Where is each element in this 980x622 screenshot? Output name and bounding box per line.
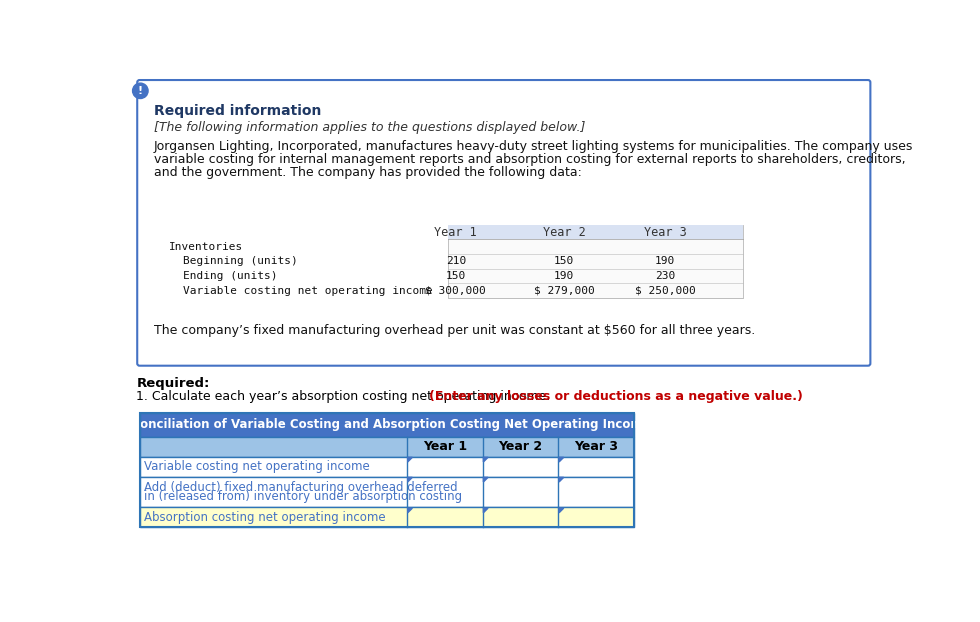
Text: 230: 230 <box>655 271 675 281</box>
Text: 150: 150 <box>446 271 466 281</box>
Text: 190: 190 <box>655 256 675 266</box>
Text: Required information: Required information <box>154 104 320 118</box>
Text: $ 300,000: $ 300,000 <box>425 285 486 295</box>
Polygon shape <box>483 477 488 482</box>
Bar <box>448 225 743 239</box>
Text: Year 2: Year 2 <box>499 440 543 453</box>
Text: Variable costing net operating income: Variable costing net operating income <box>183 285 433 295</box>
Text: Absorption costing net operating income: Absorption costing net operating income <box>144 511 386 524</box>
Bar <box>139 457 634 476</box>
Text: Ending (units): Ending (units) <box>183 271 277 281</box>
Polygon shape <box>559 477 563 482</box>
Text: Jorgansen Lighting, Incorporated, manufactures heavy-duty street lighting system: Jorgansen Lighting, Incorporated, manufa… <box>154 140 913 153</box>
Text: Year 3: Year 3 <box>574 440 618 453</box>
Bar <box>448 225 743 239</box>
Bar <box>139 414 634 527</box>
Text: The company’s fixed manufacturing overhead per unit was constant at $560 for all: The company’s fixed manufacturing overhe… <box>154 324 755 337</box>
Text: !: ! <box>138 86 143 96</box>
Text: in (released from) inventory under absorption costing: in (released from) inventory under absor… <box>144 490 463 503</box>
Text: Add (deduct) fixed manufacturing overhead deferred: Add (deduct) fixed manufacturing overhea… <box>144 481 458 494</box>
Text: 150: 150 <box>554 256 574 266</box>
Text: Year 3: Year 3 <box>644 226 686 239</box>
Text: and the government. The company has provided the following data:: and the government. The company has prov… <box>154 166 581 179</box>
Text: Year 1: Year 1 <box>434 226 477 239</box>
Text: 210: 210 <box>446 256 466 266</box>
Text: $ 279,000: $ 279,000 <box>534 285 595 295</box>
Polygon shape <box>483 508 488 513</box>
Text: Inventories: Inventories <box>169 242 243 252</box>
Bar <box>139 437 634 457</box>
Text: Beginning (units): Beginning (units) <box>183 256 298 266</box>
Polygon shape <box>408 477 413 482</box>
Text: variable costing for internal management reports and absorption costing for exte: variable costing for internal management… <box>154 153 906 166</box>
Text: 190: 190 <box>554 271 574 281</box>
Text: [The following information applies to the questions displayed below.]: [The following information applies to th… <box>154 121 585 134</box>
Text: (Enter any losses or deductions as a negative value.): (Enter any losses or deductions as a neg… <box>429 391 804 403</box>
Text: Variable costing net operating income: Variable costing net operating income <box>144 460 370 473</box>
Polygon shape <box>408 457 413 462</box>
Polygon shape <box>559 457 563 462</box>
Text: Year 2: Year 2 <box>543 226 586 239</box>
Circle shape <box>132 83 148 98</box>
Polygon shape <box>408 508 413 513</box>
Polygon shape <box>483 457 488 462</box>
Polygon shape <box>559 508 563 513</box>
Text: Reconciliation of Variable Costing and Absorption Costing Net Operating Incomes: Reconciliation of Variable Costing and A… <box>116 419 658 432</box>
Bar <box>139 476 634 508</box>
Text: 1. Calculate each year’s absorption costing net operating income.: 1. Calculate each year’s absorption cost… <box>136 391 555 403</box>
Text: Year 1: Year 1 <box>422 440 466 453</box>
Bar <box>139 414 634 437</box>
Text: $ 250,000: $ 250,000 <box>635 285 696 295</box>
FancyBboxPatch shape <box>137 80 870 366</box>
Bar <box>448 225 743 298</box>
Text: Required:: Required: <box>136 378 210 390</box>
Bar <box>139 508 634 527</box>
